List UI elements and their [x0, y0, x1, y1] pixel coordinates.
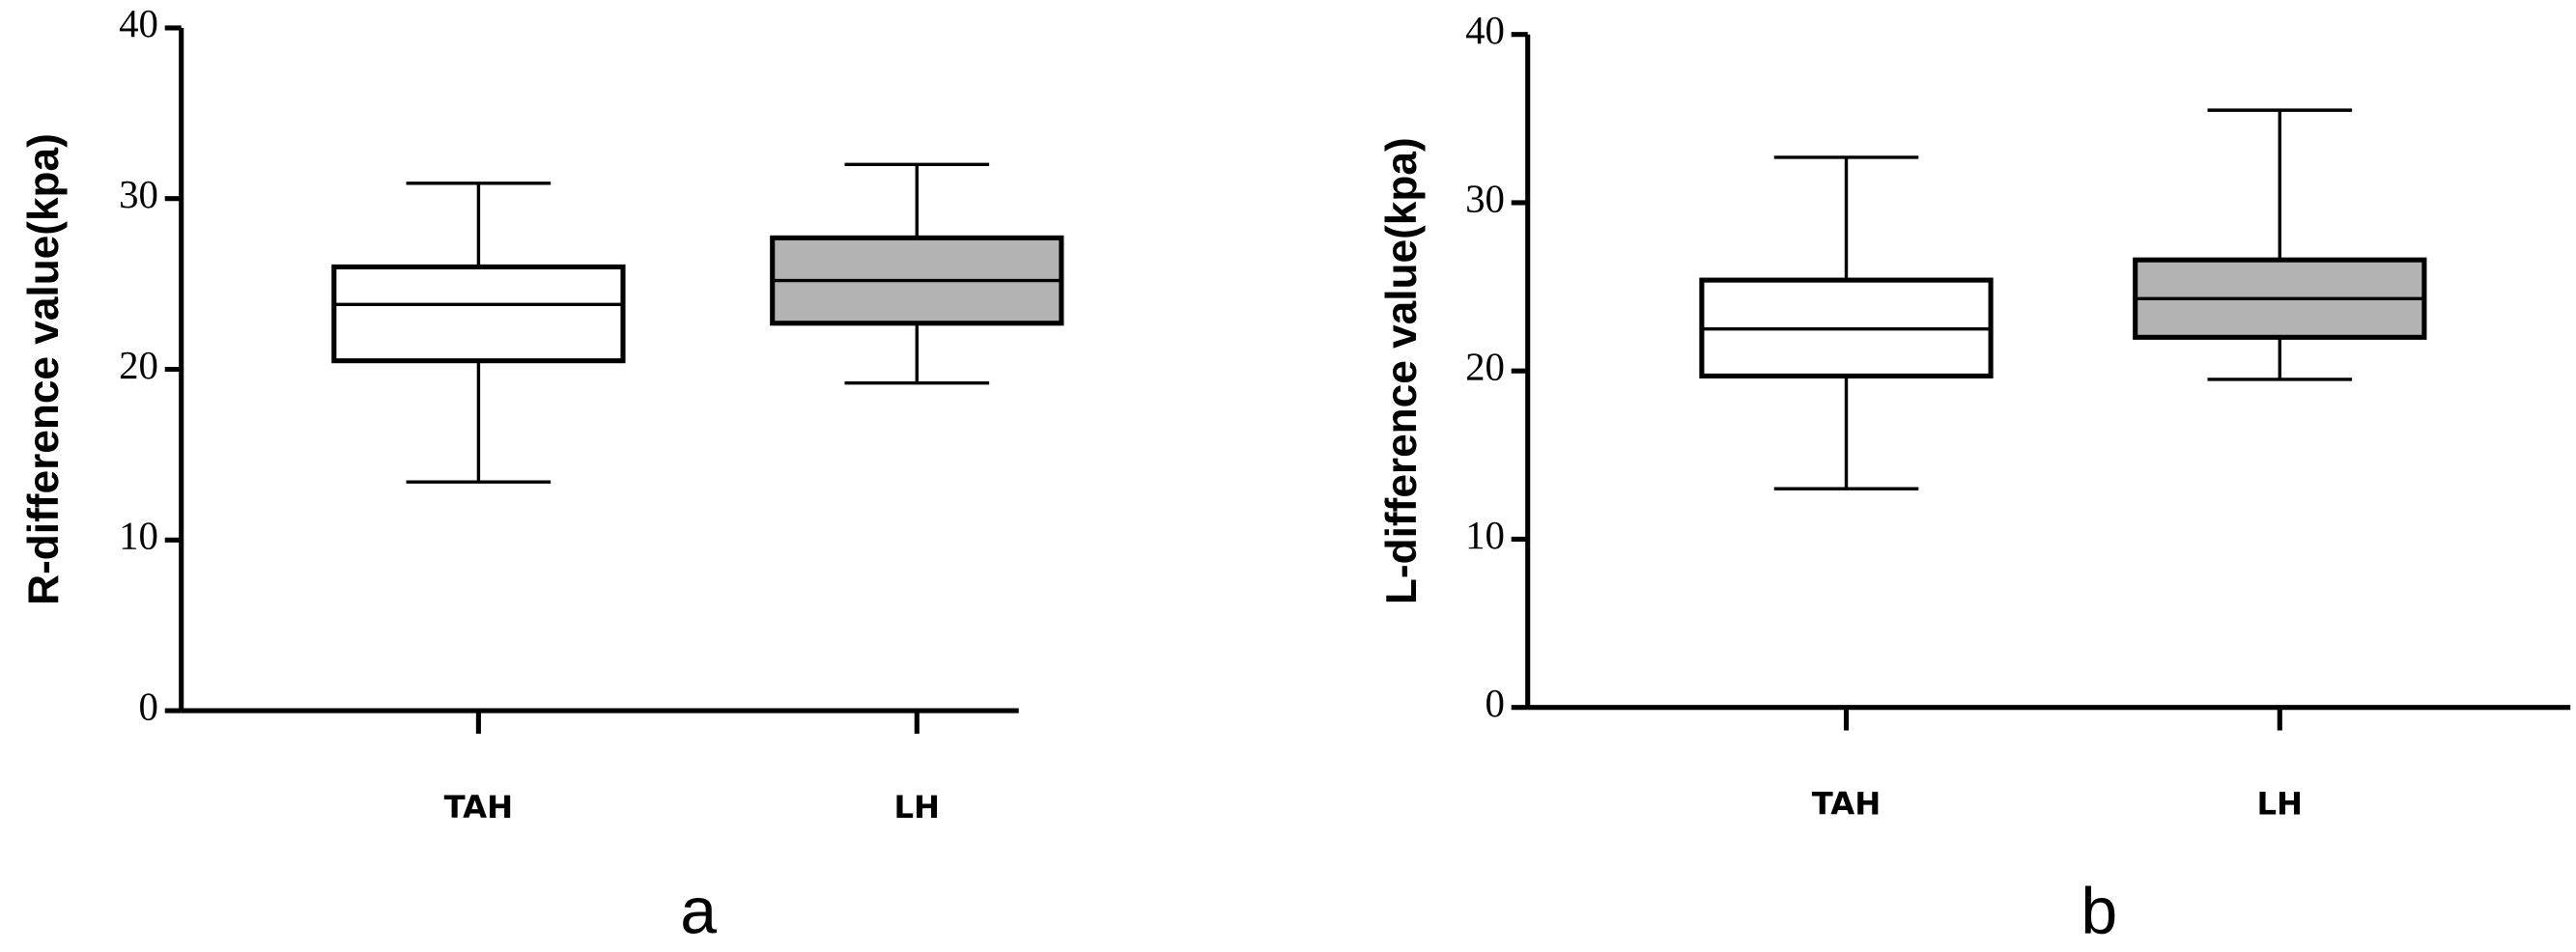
box	[331, 264, 626, 364]
y-tick-label: 0	[138, 685, 157, 728]
y-axis-label: L-difference value(kpa)	[1378, 137, 1426, 604]
y-tick-label: 30	[119, 173, 158, 216]
chart-panel: 0 10 20 30 40 L-difference value(kpa) TAH LH b	[1378, 9, 2571, 948]
x-tick-label: LH	[2256, 786, 2303, 823]
chart-panel: 0 10 20 30 40 R-difference value(kpa) TAH LH a	[20, 2, 1064, 948]
y-tick-label: 30	[1465, 177, 1505, 220]
y-tick-label: 10	[119, 515, 158, 558]
y-tick-label: 0	[1485, 682, 1504, 725]
x-tick-label: TAH	[444, 789, 514, 826]
y-tick-label: 10	[1465, 514, 1505, 557]
y-tick-label: 40	[119, 2, 158, 45]
y-tick-label: 40	[1465, 9, 1505, 52]
x-tick-label: TAH	[1812, 786, 1882, 823]
panel-label: b	[2081, 875, 2117, 948]
panel-label: a	[680, 875, 717, 948]
y-axis-label: R-difference value(kpa)	[20, 133, 68, 605]
x-tick-label: LH	[893, 789, 940, 826]
y-tick-label: 20	[1465, 346, 1505, 389]
y-tick-label: 20	[119, 344, 158, 387]
